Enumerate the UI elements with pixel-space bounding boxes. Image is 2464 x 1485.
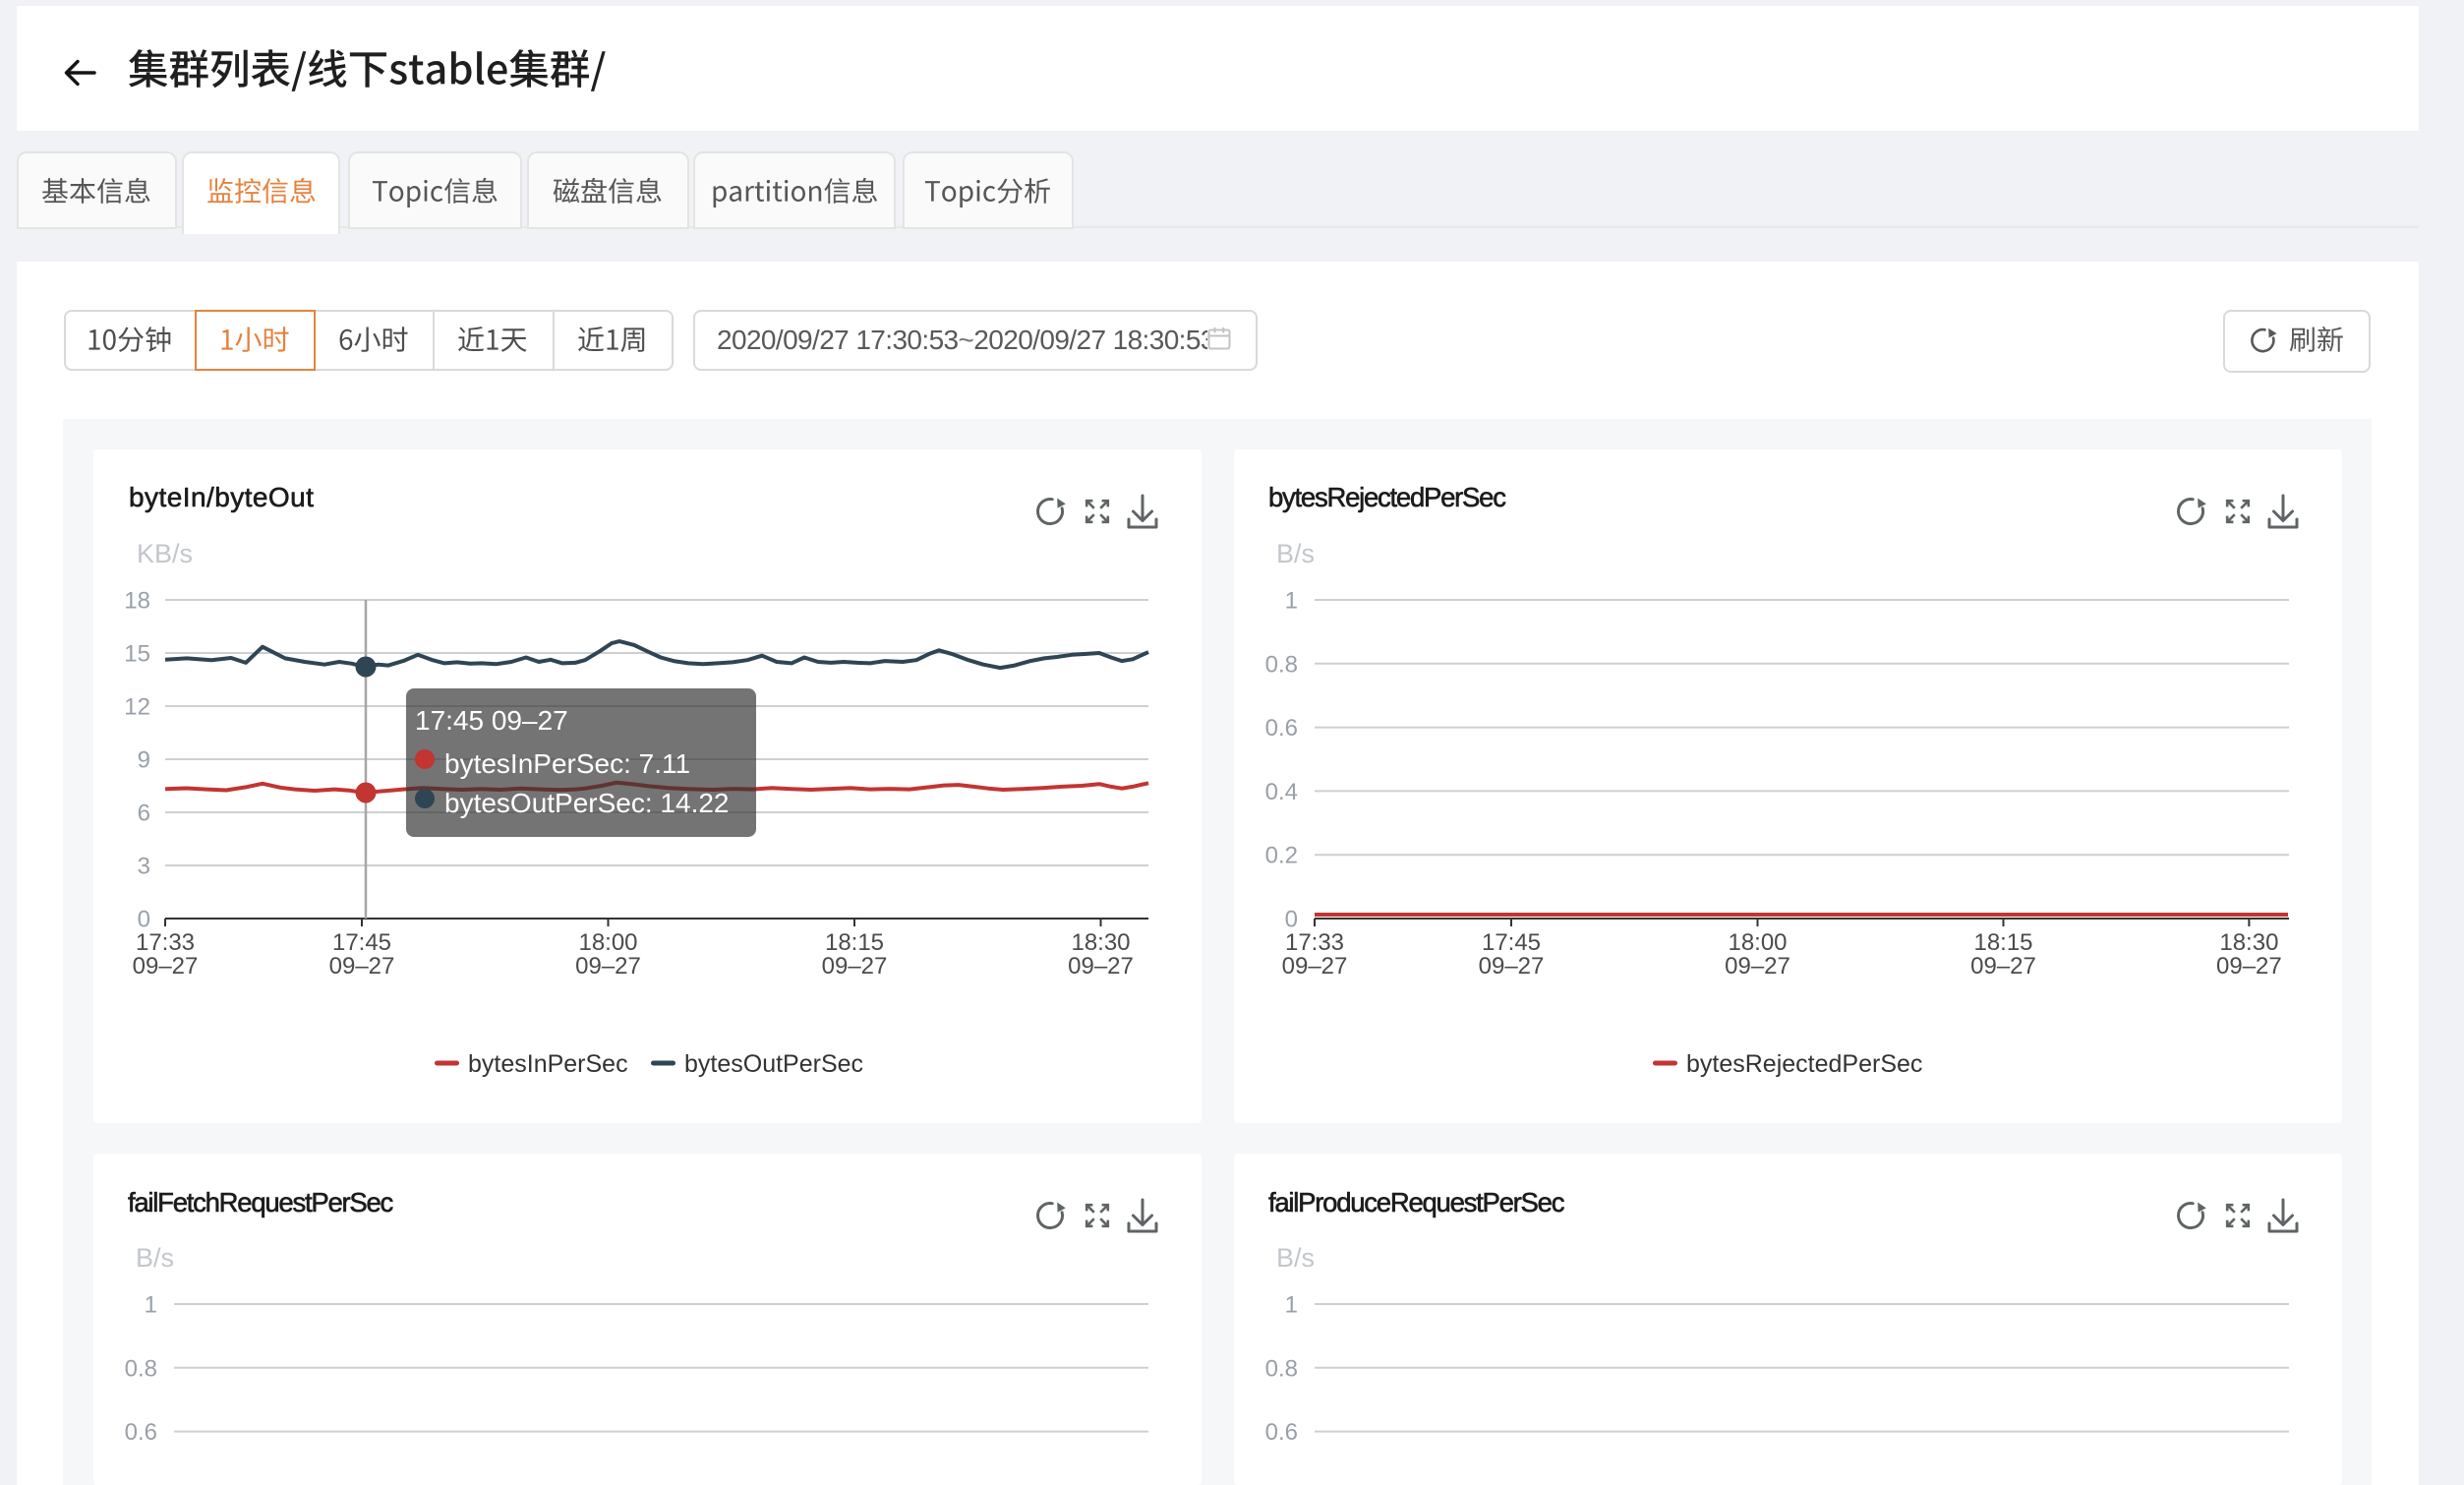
svg-text:09–27: 09–27	[329, 953, 395, 980]
svg-text:18:00: 18:00	[578, 929, 637, 956]
svg-text:0.4: 0.4	[1265, 779, 1298, 805]
svg-text:18:30: 18:30	[2219, 929, 2278, 956]
svg-text:bytesInPerSec: bytesInPerSec	[468, 1050, 628, 1078]
svg-text:09–27: 09–27	[822, 953, 888, 980]
svg-text:09–27: 09–27	[1479, 953, 1545, 980]
svg-text:0.8: 0.8	[1265, 1355, 1298, 1382]
svg-text:0.8: 0.8	[125, 1355, 157, 1382]
svg-text:09–27: 09–27	[133, 953, 199, 980]
svg-text:0.6: 0.6	[1265, 1419, 1298, 1446]
svg-text:17:45: 17:45	[1482, 929, 1541, 956]
svg-text:09–27: 09–27	[1970, 953, 2036, 980]
svg-text:0.6: 0.6	[1265, 715, 1298, 742]
svg-text:09–27: 09–27	[2216, 953, 2282, 980]
svg-text:3: 3	[138, 854, 150, 880]
svg-text:1: 1	[1285, 588, 1298, 615]
svg-text:0: 0	[1285, 907, 1298, 933]
svg-text:B/s: B/s	[1276, 539, 1315, 568]
svg-text:17:33: 17:33	[1285, 929, 1344, 956]
svg-text:09–27: 09–27	[1725, 953, 1790, 980]
svg-text:0.8: 0.8	[1265, 651, 1298, 678]
svg-text:18:30: 18:30	[1071, 929, 1130, 956]
svg-text:18:15: 18:15	[825, 929, 884, 956]
svg-text:17:45: 17:45	[332, 929, 391, 956]
svg-text:09–27: 09–27	[575, 953, 641, 980]
svg-text:1: 1	[1285, 1292, 1298, 1319]
svg-text:9: 9	[138, 747, 150, 774]
svg-text:0.6: 0.6	[125, 1419, 157, 1446]
svg-text:bytesRejectedPerSec: bytesRejectedPerSec	[1686, 1050, 1922, 1078]
svg-text:B/s: B/s	[1276, 1243, 1315, 1273]
svg-text:17:33: 17:33	[136, 929, 195, 956]
svg-text:bytesOutPerSec: bytesOutPerSec	[684, 1050, 863, 1078]
svg-text:B/s: B/s	[136, 1243, 174, 1273]
svg-text:0.2: 0.2	[1265, 843, 1298, 869]
svg-text:1: 1	[145, 1292, 157, 1319]
svg-text:18: 18	[124, 588, 150, 615]
svg-text:KB/s: KB/s	[137, 539, 193, 568]
svg-text:18:00: 18:00	[1728, 929, 1787, 956]
svg-text:09–27: 09–27	[1068, 953, 1134, 980]
svg-text:0: 0	[138, 907, 150, 933]
svg-text:09–27: 09–27	[1282, 953, 1348, 980]
svg-text:12: 12	[124, 694, 150, 721]
svg-text:6: 6	[138, 801, 150, 827]
svg-text:15: 15	[124, 641, 150, 668]
svg-text:18:15: 18:15	[1973, 929, 2032, 956]
